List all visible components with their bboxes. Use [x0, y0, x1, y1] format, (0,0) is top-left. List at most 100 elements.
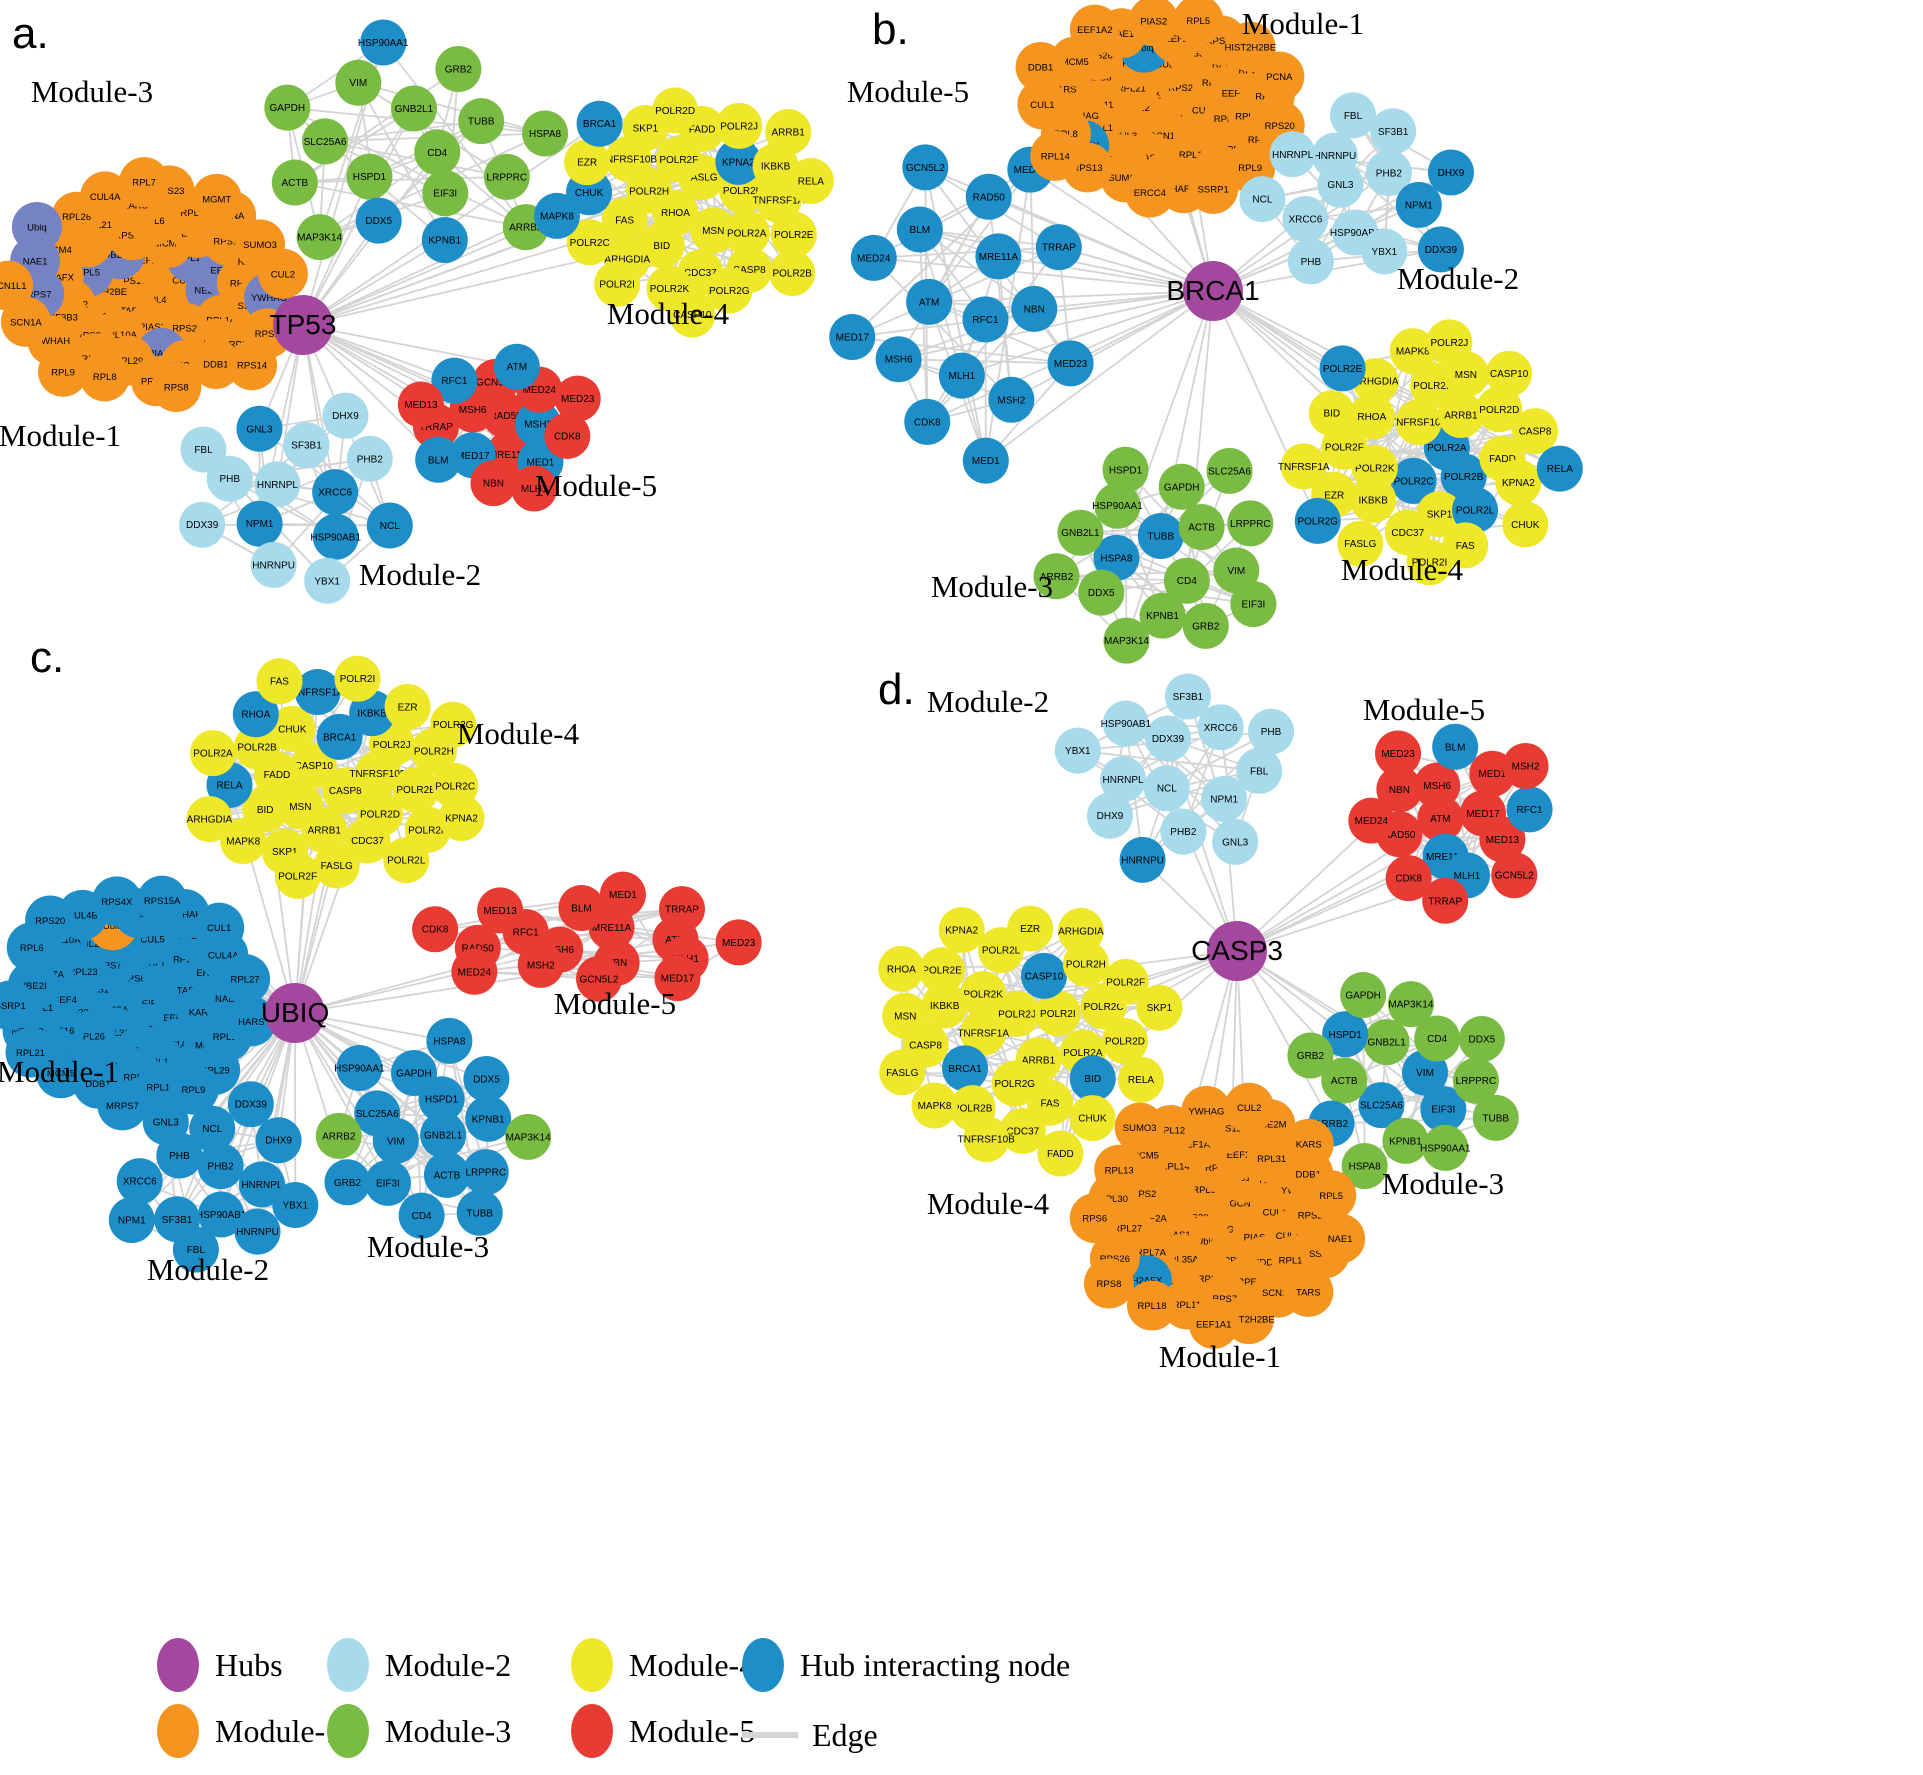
node-KPNA2	[715, 138, 762, 185]
panel-letter-d: d.	[878, 665, 915, 714]
edge	[851, 246, 1060, 338]
node-DHX9	[255, 1117, 302, 1164]
node-MED1	[962, 437, 1009, 484]
hub-label-UBIQ: UBIQ	[261, 997, 329, 1028]
module-label-module-1: Module-1	[0, 418, 121, 453]
node-label-CUL1: CUL1	[207, 923, 231, 934]
node-DDX5	[463, 1055, 510, 1102]
node-label-CDK8: CDK8	[1395, 874, 1422, 885]
node-label-ARRB1: ARRB1	[1444, 411, 1478, 422]
node-KPNA2	[438, 794, 485, 841]
node-DHX9	[1427, 149, 1474, 196]
node-label-CHUK: CHUK	[575, 188, 604, 199]
node-label-KPNB1: KPNB1	[1389, 1136, 1422, 1147]
node-GRB2	[324, 1159, 371, 1206]
node-CDC37	[344, 817, 391, 864]
node-label-MSH2: MSH2	[997, 395, 1025, 406]
node-label-POLR2F: POLR2F	[659, 155, 698, 166]
node-KPNA2	[938, 906, 985, 953]
node-label-GNL3: GNL3	[1222, 837, 1249, 848]
node-label-PRPF3: PRPF3	[1231, 1277, 1262, 1288]
node-label-RPS11: RPS11	[213, 236, 242, 247]
node-NBN	[1011, 285, 1058, 332]
hub-label-TP53: TP53	[270, 309, 337, 340]
node-DDB1	[1015, 42, 1066, 93]
node-label-YWHAH: YWHAH	[35, 336, 71, 347]
node-HARS	[226, 996, 277, 1047]
node-MED23	[715, 919, 762, 966]
node-label-SF3B1: SF3B1	[1173, 692, 1204, 703]
node-MED1	[599, 871, 646, 918]
node-label-CASP8: CASP8	[909, 1040, 942, 1051]
node-FAS	[1442, 522, 1489, 569]
node-POLR2I	[1406, 539, 1453, 586]
node-label-POLR2B: POLR2B	[237, 742, 277, 753]
node-ERCC4	[1124, 167, 1175, 218]
node-label-HSP90AA1: HSP90AA1	[1420, 1143, 1471, 1154]
node-EEF1A1	[1188, 1298, 1239, 1349]
node-label-CASP10: CASP10	[295, 761, 334, 772]
node-label-MED13: MED13	[404, 400, 438, 411]
node-POLR2D	[652, 87, 699, 134]
node-label-DDB1: DDB1	[1028, 63, 1053, 74]
node-label-GCN5L2: GCN5L2	[476, 377, 515, 388]
node-label-RPL26: RPL26	[62, 212, 91, 223]
node-CUL4A	[80, 171, 131, 222]
node-label-RFC1: RFC1	[513, 928, 540, 939]
node-label-ARRB2: ARRB2	[509, 223, 543, 234]
panel-letter-c: c.	[30, 633, 64, 682]
edge	[928, 169, 1032, 303]
node-label-TNFRSF1A: TNFRSF1A	[753, 195, 805, 206]
node-TNFRSF1A	[294, 668, 341, 715]
node-label-POLR2H: POLR2H	[1066, 959, 1106, 970]
node-ACTB	[1178, 504, 1225, 551]
node-label-CUL4A: CUL4A	[90, 192, 121, 203]
node-HNRNPU	[1311, 132, 1358, 179]
hub-edge	[898, 290, 1214, 361]
nodes: CD4 HSPD1 GNB2L1 EIF3I SLC25A6 TUBB DDX5 VIM LRP…	[0, 19, 834, 604]
node-label-CUL1: CUL1	[1030, 100, 1054, 111]
node-label-RHOA: RHOA	[887, 964, 916, 975]
node-label-MSN: MSN	[702, 226, 724, 237]
node-label-VIM: VIM	[387, 1136, 405, 1147]
edge	[202, 523, 390, 527]
node-label-ERCC4: ERCC4	[1134, 188, 1166, 199]
node-POLR2D	[1101, 1018, 1148, 1065]
node-label-FASLG: FASLG	[1344, 539, 1376, 550]
node-label-HARS: HARS	[1171, 184, 1197, 195]
node-label-FBL: FBL	[187, 1245, 206, 1256]
node-label-FBL: FBL	[1250, 766, 1269, 777]
node-label-RPL23: RPL23	[180, 208, 209, 219]
node-label-ARRB2: ARRB2	[1040, 572, 1074, 583]
node-MSH2	[1502, 743, 1549, 790]
node-label-NCL: NCL	[1157, 784, 1177, 795]
node-CDK8	[412, 906, 459, 953]
node-label-SLC25A6: SLC25A6	[1208, 466, 1251, 477]
node-NBN	[470, 460, 517, 507]
node-DDB1	[190, 338, 241, 389]
node-label-HSP90AA1: HSP90AA1	[1092, 501, 1143, 512]
module-label-module-2: Module-2	[359, 557, 481, 592]
node-label-Ubiq: Ubiq	[27, 223, 47, 234]
node-RHOA	[232, 691, 279, 738]
node-label-NBN: NBN	[1389, 785, 1410, 796]
node-label-PCNA: PCNA	[1266, 72, 1293, 83]
node-PHB2	[346, 435, 393, 482]
node-label-VIM: VIM	[1227, 566, 1245, 577]
node-POLR2F	[274, 852, 321, 899]
node-label-POLR2C: POLR2C	[1394, 476, 1434, 487]
node-label-RPS4X: RPS4X	[1206, 36, 1238, 47]
node-label-FAS: FAS	[1041, 1098, 1060, 1109]
node-label-BRCA1: BRCA1	[583, 119, 617, 130]
node-label-MRE11A: MRE11A	[592, 923, 632, 934]
node-label-FASLG: FASLG	[886, 1068, 918, 1079]
node-label-YWHAG: YWHAG	[251, 293, 287, 304]
node-label-NAE1: NAE1	[1109, 29, 1134, 40]
node-CHUK	[269, 705, 316, 752]
node-PHB2	[197, 1143, 244, 1190]
node-label-RPL6: RPL6	[20, 943, 44, 954]
node-label-GNL3: GNL3	[153, 1118, 180, 1129]
node-label-ARRB1: ARRB1	[772, 128, 806, 139]
node-label-DDX5: DDX5	[1469, 1034, 1496, 1045]
